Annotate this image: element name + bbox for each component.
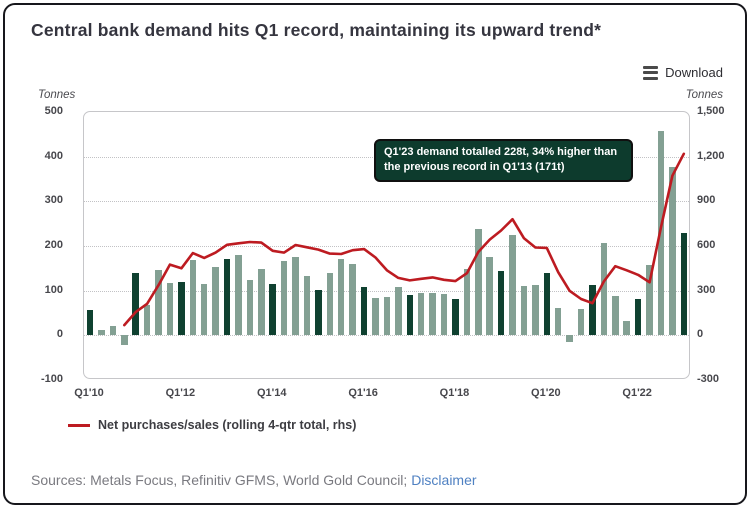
x-tick-Q1'12: Q1'12 — [165, 387, 196, 399]
hamburger-menu-icon — [643, 65, 659, 80]
gridline-0 — [84, 335, 689, 337]
gridline-300 — [84, 201, 689, 203]
bar-Q1'13 — [223, 258, 231, 336]
download-button[interactable]: Download — [643, 65, 723, 80]
left-tick-300: 300 — [44, 194, 63, 207]
bar-Q2'10 — [98, 330, 105, 336]
bar-Q2'21 — [600, 242, 608, 336]
bar-Q1'14 — [269, 283, 276, 336]
gridline-200 — [84, 246, 689, 247]
x-tick-Q1'16: Q1'16 — [348, 387, 378, 399]
bar-Q3'12 — [200, 283, 208, 336]
bar-Q4'17 — [440, 294, 448, 336]
net-purchases-line — [122, 152, 686, 327]
bar-Q1'16 — [360, 287, 368, 336]
left-tick-0: 0 — [56, 328, 63, 341]
right-tick--300: -300 — [697, 373, 720, 385]
bar-Q2'15 — [326, 272, 334, 336]
bar-Q4'12 — [212, 266, 219, 336]
bar-Q1'12 — [178, 282, 185, 336]
bar-Q3'11 — [155, 269, 162, 336]
bar-Q1'18 — [452, 298, 459, 336]
legend-line-swatch — [68, 423, 90, 427]
bar-Q1'11 — [132, 272, 139, 336]
disclaimer-link[interactable]: Disclaimer — [411, 472, 477, 488]
bar-Q3'21 — [612, 296, 619, 336]
left-tick-500: 500 — [44, 105, 63, 117]
x-tick-Q1'18: Q1'18 — [439, 387, 470, 399]
left-axis-unit-label: Tonnes — [38, 89, 76, 101]
bar-Q3'16 — [383, 296, 391, 336]
bar-Q4'16 — [395, 287, 402, 336]
annotation-callout: Q1'23 demand totalled 228t, 34% higher t… — [374, 139, 633, 183]
bar-Q1'22 — [634, 299, 642, 336]
download-label: Download — [665, 65, 723, 80]
bar-Q4'10 — [121, 335, 128, 345]
right-axis-unit-label: Tonnes — [685, 89, 723, 101]
bar-Q2'13 — [235, 255, 242, 336]
bar-Q3'15 — [337, 258, 345, 336]
right-tick-0: 0 — [697, 328, 704, 341]
bar-Q3'20 — [566, 335, 573, 343]
gridline-100 — [84, 290, 689, 292]
bar-Q4'15 — [349, 264, 356, 336]
bar-Q4'13 — [258, 268, 265, 336]
left-tick-400: 400 — [44, 149, 63, 162]
bar-Q3'18 — [475, 229, 482, 336]
x-tick-Q1'14: Q1'14 — [256, 387, 287, 399]
right-tick-900: 900 — [697, 194, 716, 207]
left-tick-200: 200 — [44, 239, 63, 251]
left-tick--100: -100 — [40, 373, 63, 385]
bar-Q2'20 — [554, 308, 562, 336]
bar-Q4'19 — [532, 284, 539, 336]
bar-Q3'17 — [429, 292, 436, 336]
left-tick-100: 100 — [44, 283, 63, 296]
right-tick-300: 300 — [697, 283, 716, 296]
x-tick-Q1'22: Q1'22 — [622, 387, 652, 399]
x-tick-Q1'10: Q1'10 — [74, 387, 104, 399]
bar-Q2'12 — [189, 259, 197, 336]
bar-Q2'14 — [280, 260, 288, 336]
sources-text: Sources: Metals Focus, Refinitiv GFMS, W… — [31, 472, 477, 488]
bar-Q2'16 — [372, 297, 379, 336]
bar-Q4'21 — [623, 321, 630, 336]
page-title: Central bank demand hits Q1 record, main… — [31, 20, 602, 40]
bar-Q3'14 — [292, 257, 299, 336]
bar-Q2'19 — [509, 235, 516, 336]
right-tick-600: 600 — [697, 239, 716, 251]
bar-Q3'10 — [109, 325, 117, 336]
bar-Q1'17 — [406, 294, 413, 336]
bar-Q1'23 — [680, 233, 688, 336]
bar-Q2'17 — [417, 292, 425, 336]
chart-card: Central bank demand hits Q1 record, main… — [3, 3, 747, 505]
right-tick-1,200: 1,200 — [697, 149, 725, 162]
sources-prefix: Sources: Metals Focus, Refinitiv GFMS, W… — [31, 472, 412, 488]
bar-Q3'13 — [246, 279, 254, 336]
legend-label: Net purchases/sales (rolling 4-qtr total… — [98, 418, 357, 432]
bar-Q4'18 — [486, 257, 493, 336]
bar-Q4'14 — [303, 275, 311, 336]
bar-Q2'11 — [143, 305, 151, 336]
bar-Q1'21 — [589, 285, 596, 336]
bar-Q1'15 — [315, 290, 322, 336]
bar-Q2'22 — [646, 265, 653, 336]
bar-Q2'18 — [463, 269, 471, 336]
right-tick-1,500: 1,500 — [697, 105, 725, 117]
bar-Q4'20 — [577, 309, 585, 336]
bar-Q4'11 — [166, 283, 174, 336]
bar-Q4'22 — [669, 166, 676, 336]
bar-Q1'20 — [543, 272, 551, 336]
bar-Q3'19 — [520, 286, 528, 336]
legend: Net purchases/sales (rolling 4-qtr total… — [68, 418, 356, 432]
x-tick-Q1'20: Q1'20 — [531, 387, 561, 399]
bar-Q1'10 — [86, 309, 94, 336]
bar-Q1'19 — [497, 271, 505, 336]
